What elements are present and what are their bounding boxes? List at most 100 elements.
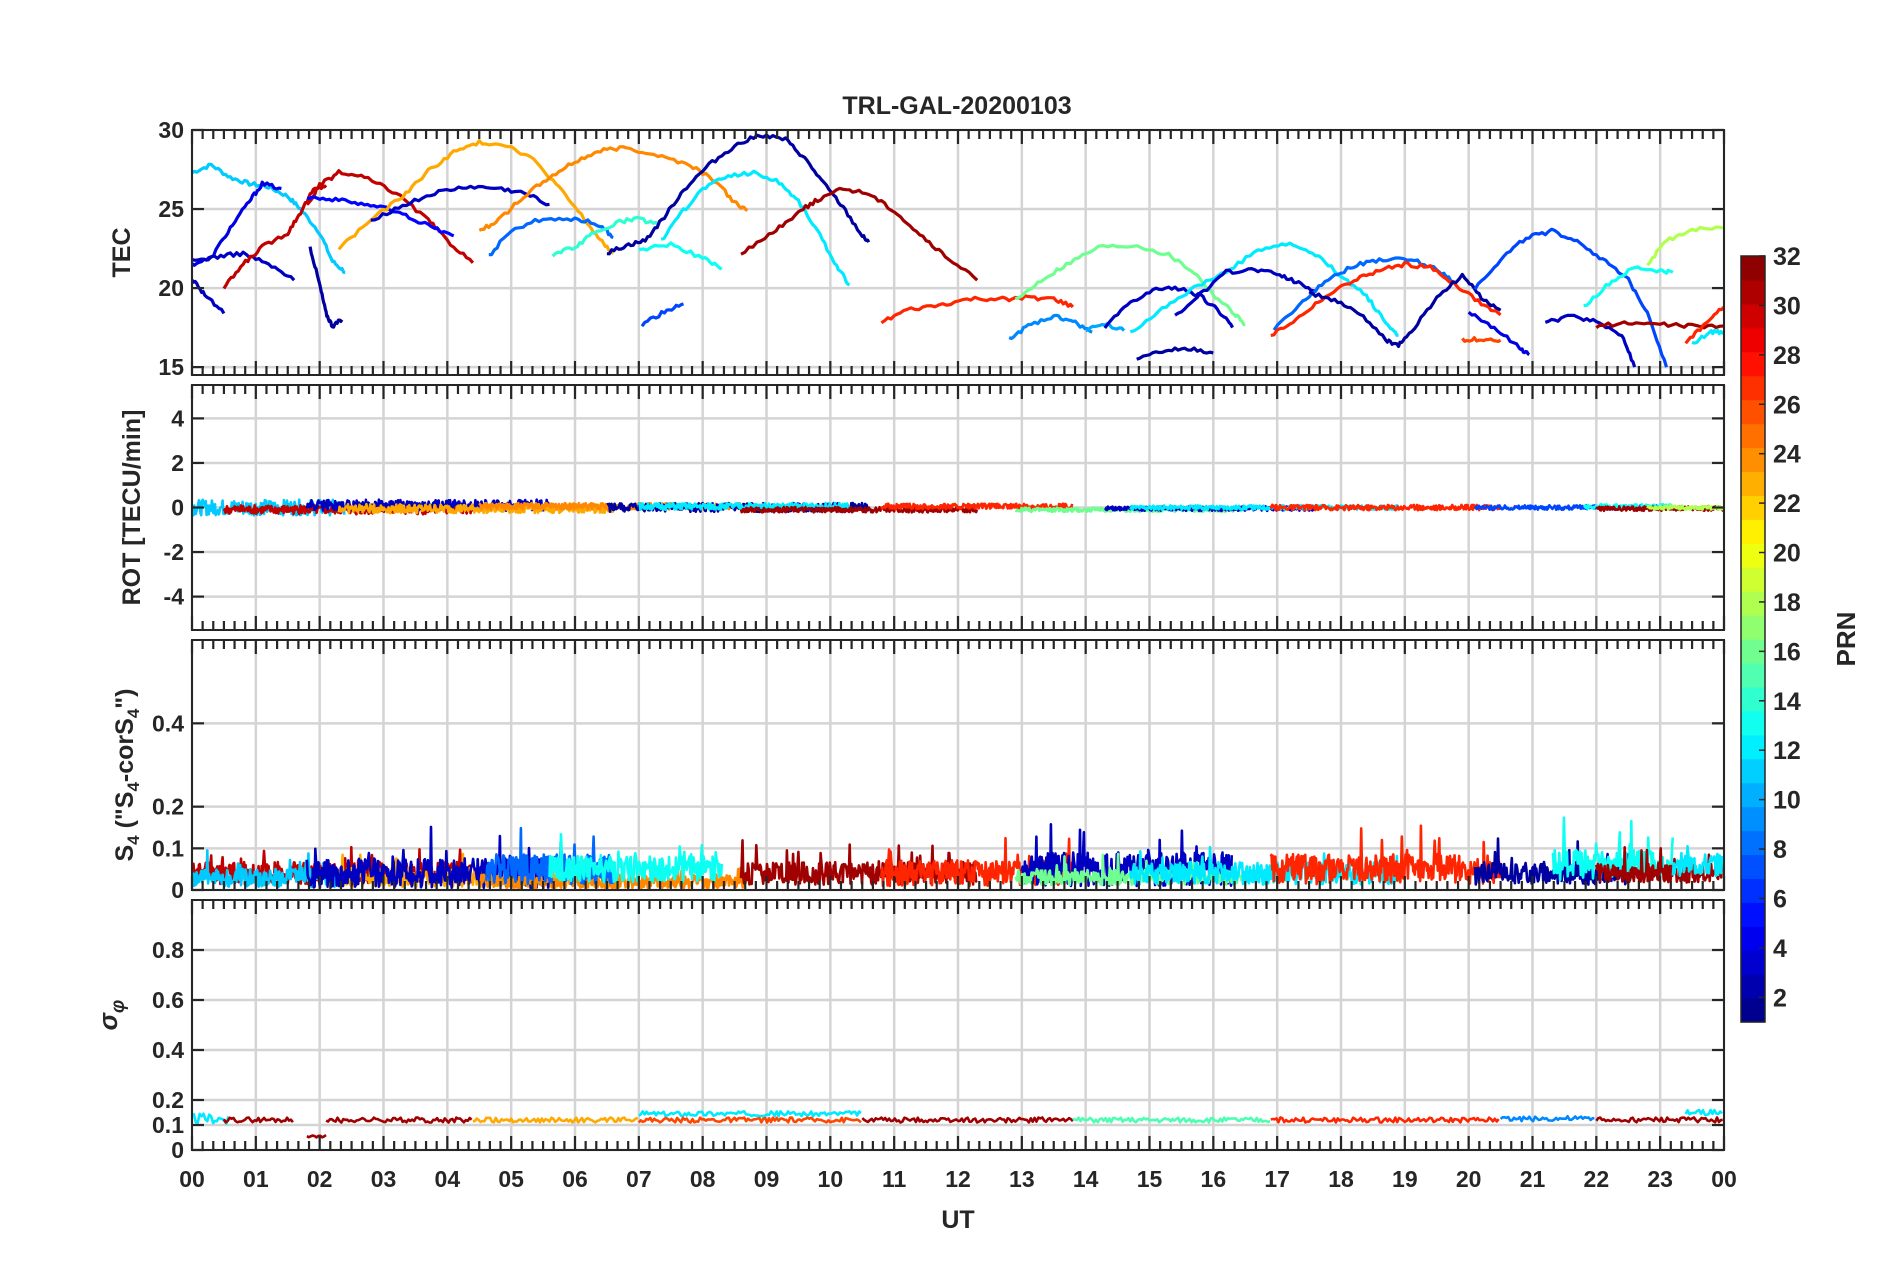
series-prn-12 (1684, 1108, 1723, 1117)
x-tick-label: 15 (1137, 1166, 1163, 1192)
x-tick-label: 02 (307, 1166, 333, 1192)
series-prn-23 (472, 1116, 639, 1124)
series-prn-3 (1174, 267, 1316, 317)
y-tick-label: 0 (171, 1137, 184, 1163)
x-tick-label: 19 (1392, 1166, 1418, 1192)
y-axis-label: S4 ("S4-corS4") (111, 689, 143, 862)
series-prn-3 (1103, 285, 1234, 329)
series-prn-31 (739, 505, 979, 514)
y-axis-label: σφ (93, 1000, 129, 1031)
y-tick-label: 0.4 (152, 710, 184, 736)
series-prn-12 (637, 501, 850, 511)
phi-subscript: φ (108, 1000, 129, 1013)
colorbar-swatch (1741, 543, 1765, 568)
panel-tec: 15 20 25 30 TEC (108, 117, 1726, 380)
series-prn-31 (1595, 1116, 1723, 1124)
series-prn-27 (880, 502, 1074, 511)
colorbar-swatch (1741, 902, 1765, 927)
y-tick-label: 0 (171, 877, 184, 903)
series-prn-11 (192, 162, 346, 274)
colorbar-swatch (1741, 830, 1765, 856)
ticks-sigma (190, 900, 1726, 1152)
label-part: S (111, 845, 139, 862)
series-prn-12 (1691, 328, 1724, 345)
y-tick-label: 0.1 (152, 1112, 184, 1138)
colorbar-swatch (1741, 399, 1765, 425)
colorbar-tick-label: 10 (1773, 787, 1801, 815)
y-tick-label: 0.2 (152, 1087, 184, 1113)
colorbar-swatch (1741, 734, 1765, 760)
x-tick-label: 00 (179, 1166, 205, 1192)
subscript-4: 4 (124, 835, 143, 845)
series-prn-31 (325, 1116, 473, 1124)
colorbar-swatch (1741, 447, 1765, 473)
x-tick-label: 07 (626, 1166, 652, 1192)
series-prn-31 (222, 1116, 294, 1124)
series-prn-31 (740, 186, 979, 282)
y-tick-label: 0.2 (152, 794, 184, 820)
label-part: -corS (111, 718, 139, 782)
grid-tec (190, 128, 1726, 375)
y-tick-label: 30 (158, 117, 184, 143)
series-prn-3 (192, 250, 296, 282)
colorbar-swatch (1741, 662, 1765, 688)
x-tick-label: 10 (818, 1166, 844, 1192)
x-tick-label: 00 (1711, 1166, 1737, 1192)
colorbar-swatch (1741, 567, 1765, 592)
label-part: ") (111, 689, 139, 709)
panel-s4: 00.10.20.4S4 ("S4-corS4") (111, 639, 1726, 903)
colorbar-swatch (1741, 471, 1765, 496)
colorbar-swatch (1741, 686, 1765, 712)
y-tick-label: 2 (171, 450, 184, 476)
colorbar-tick-label: 6 (1773, 885, 1787, 913)
x-tick-label: 12 (945, 1166, 971, 1192)
series-prn-31 (861, 1116, 1074, 1124)
series-group-sigma (192, 1108, 1723, 1139)
ticks-tec (190, 128, 1726, 375)
series-prn-30 (305, 169, 475, 264)
y-tick-label: 25 (158, 196, 184, 222)
colorbar-swatch (1741, 327, 1765, 353)
x-tick-label: 11 (882, 1166, 907, 1192)
colorbar-tick-label: 2 (1773, 984, 1787, 1012)
y-tick-label: 0.6 (152, 987, 184, 1013)
series-prn-13 (548, 833, 724, 884)
series-prn-3 (192, 278, 226, 315)
colorbar-tick-label: 18 (1773, 589, 1801, 617)
y-tick-label: 4 (171, 405, 184, 431)
x-tick-label: 21 (1520, 1166, 1546, 1192)
x-tick-label: 04 (435, 1166, 461, 1192)
colorbar-tick-label: 8 (1773, 836, 1787, 864)
series-group-rot (192, 498, 1724, 517)
y-tick-label: -4 (164, 584, 185, 610)
x-axis: 00 01 02 03 04 05 06 07 08 09 10 11 12 13 14 15 16 17 18 19… (179, 1166, 1737, 1234)
series-prn-10 (1085, 322, 1126, 332)
y-axis-label: ROT [TECU/min] (118, 410, 146, 606)
series-prn-13 (1551, 816, 1674, 882)
x-tick-label: 18 (1328, 1166, 1354, 1192)
series-prn-31 (739, 839, 978, 886)
x-tick-label: 14 (1073, 1166, 1099, 1192)
series-prn-12 (660, 169, 851, 287)
colorbar-tick-label: 16 (1773, 638, 1801, 666)
x-tick-label: 09 (754, 1166, 780, 1192)
colorbar-swatch (1741, 519, 1765, 544)
series-prn-16 (1014, 243, 1246, 327)
colorbar-swatch (1741, 710, 1765, 736)
series-prn-5 (306, 195, 455, 238)
colorbar-tick-label: 32 (1773, 243, 1801, 271)
x-tick-label: 20 (1456, 1166, 1482, 1192)
colorbar-swatch (1741, 279, 1765, 305)
series-prn-18 (1646, 225, 1724, 267)
series-prn-8 (484, 826, 615, 886)
colorbar-swatch (1741, 974, 1765, 999)
panel-sigma: 00.10.2 0.4 0.6 0.8 σφ (93, 899, 1726, 1163)
colorbar-swatch (1741, 256, 1765, 281)
y-axis-label: TEC (108, 228, 136, 278)
colorbar-swatch (1741, 303, 1765, 329)
y-tick-label: 15 (158, 354, 184, 380)
colorbar-swatch (1741, 758, 1765, 784)
series-prn-12 (192, 1112, 230, 1125)
x-tick-label: 22 (1584, 1166, 1610, 1192)
